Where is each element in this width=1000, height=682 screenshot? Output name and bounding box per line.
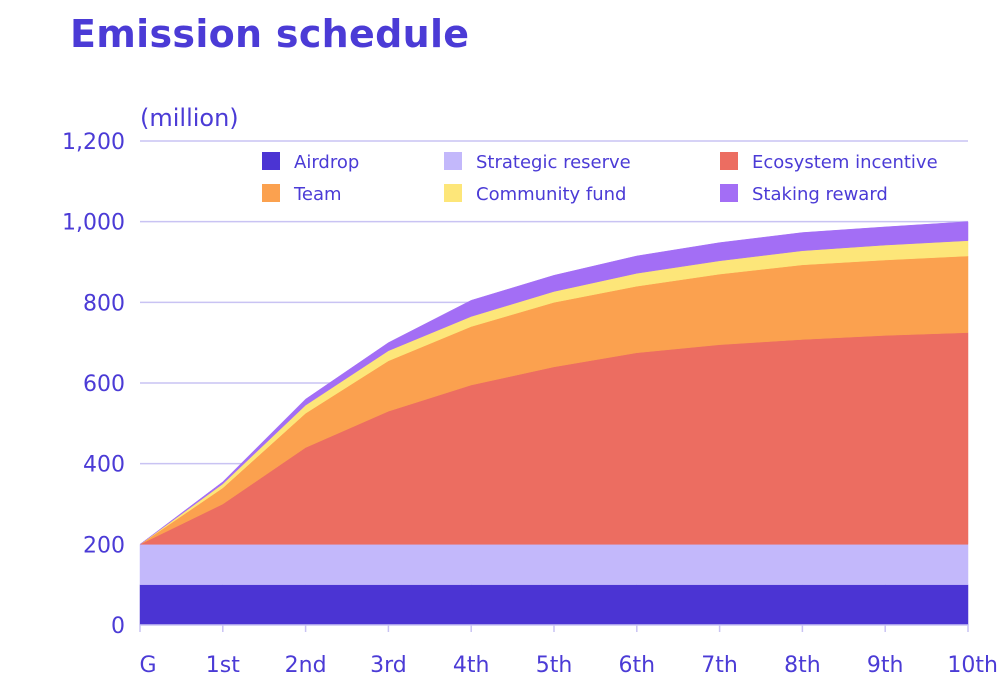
- x-tick-label: 7th: [701, 653, 738, 678]
- y-tick-label: 600: [83, 372, 125, 397]
- legend-swatch-ecosystem-incentive: [720, 152, 738, 170]
- y-tick-label: 800: [83, 291, 125, 316]
- legend-swatch-strategic-reserve: [444, 152, 462, 170]
- legend-label-strategic-reserve: Strategic reserve: [476, 152, 631, 173]
- x-tick-label: 6th: [619, 653, 656, 678]
- legend-label-airdrop: Airdrop: [294, 152, 359, 173]
- legend-label-ecosystem-incentive: Ecosystem incentive: [752, 152, 938, 173]
- legend-swatch-airdrop: [262, 152, 280, 170]
- x-tick-label: 2nd: [285, 653, 327, 678]
- x-tick-label: 9th: [867, 653, 904, 678]
- legend-label-community-fund: Community fund: [476, 184, 626, 205]
- x-tick-label: 1st: [206, 653, 240, 678]
- legend-swatch-team: [262, 184, 280, 202]
- legend-swatch-community-fund: [444, 184, 462, 202]
- area-strategic-reserve: [139, 544, 969, 585]
- x-tick-label: 5th: [536, 653, 573, 678]
- y-tick-label: 1,000: [62, 211, 125, 236]
- legend-swatch-staking-reward: [720, 184, 738, 202]
- y-tick-label: 1,200: [62, 130, 125, 155]
- x-tick-label: 10th: [947, 653, 998, 678]
- area-layer: [139, 221, 969, 626]
- x-tick-label: 8th: [784, 653, 821, 678]
- legend-label-staking-reward: Staking reward: [752, 184, 888, 205]
- axis-layer: 0 200 400 600 800 1,000 1,200 (million) G 1st 2nd 3…: [62, 104, 998, 678]
- y-tick-label: 0: [111, 614, 125, 639]
- y-tick-label: 400: [83, 453, 125, 478]
- area-staking-reward: [139, 221, 969, 545]
- legend: Airdrop Strategic reserve Ecosystem incent…: [262, 152, 938, 205]
- x-tick-label: 3rd: [370, 653, 407, 678]
- x-tick-label: 4th: [453, 653, 490, 678]
- area-airdrop: [139, 584, 969, 626]
- y-tick-label: 200: [83, 533, 125, 558]
- legend-label-team: Team: [293, 184, 342, 205]
- x-tick-label: G: [139, 653, 156, 678]
- chart-title: Emission schedule: [70, 12, 470, 56]
- y-unit-label: (million): [140, 104, 239, 132]
